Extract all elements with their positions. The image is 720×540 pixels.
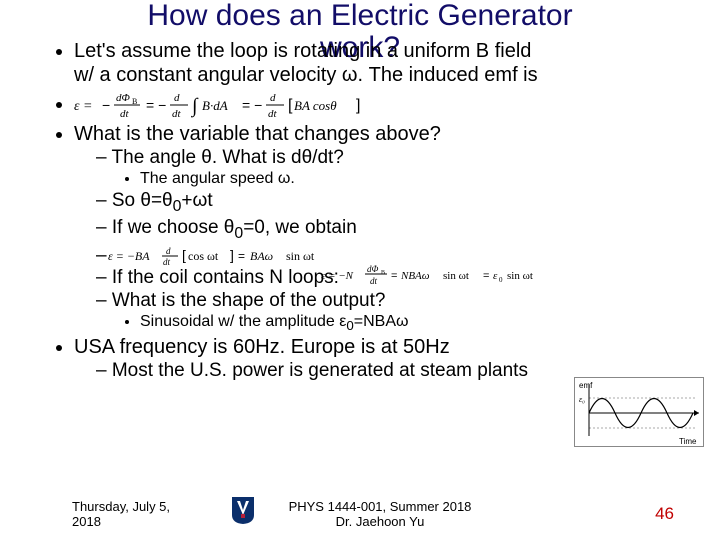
sub-shape-question: What is the shape of the output? Sinusoi…	[96, 289, 680, 335]
bullet-assume: Let's assume the loop is rotating in a u…	[74, 39, 680, 88]
bullet-variable-question: What is the variable that changes above?…	[74, 122, 680, 335]
footer-course: PHYS 1444-001, Summer 2018 Dr. Jaehoon Y…	[260, 500, 500, 530]
sine-xlabel: Time	[679, 437, 697, 446]
page-number: 46	[655, 504, 674, 524]
svg-text:ε: ε	[493, 270, 498, 282]
uta-logo-icon	[230, 495, 256, 528]
svg-text:]: ]	[356, 97, 360, 114]
svg-text:sin ωt: sin ωt	[507, 270, 533, 282]
svg-text:d: d	[166, 246, 171, 256]
svg-text:B: B	[381, 270, 385, 276]
svg-text:B·dA: B·dA	[202, 98, 228, 113]
svg-text:ε = −BA: ε = −BA	[108, 249, 150, 263]
svg-text:sin ωt: sin ωt	[286, 249, 315, 263]
svg-text:dt: dt	[172, 108, 182, 120]
svg-text:=: =	[238, 249, 245, 263]
svg-text:BA cosθ: BA cosθ	[294, 98, 337, 113]
sub-choose-theta0: If we choose θ0=0, we obtain	[96, 216, 680, 243]
svg-text:∫: ∫	[190, 95, 199, 118]
svg-text:dΦ: dΦ	[116, 92, 131, 104]
svg-text:= −: = −	[242, 97, 262, 113]
svg-text:dt: dt	[120, 108, 130, 120]
svg-text:]: ]	[230, 247, 234, 263]
slide-body: Let's assume the loop is rotating in a u…	[0, 39, 720, 382]
svg-text:0: 0	[499, 276, 503, 284]
subsub-sinusoidal: Sinusoidal w/ the amplitude ε0=NBAω	[140, 312, 680, 335]
sine-ylabel: emf	[579, 381, 593, 390]
svg-text:[: [	[288, 97, 293, 114]
svg-text:[: [	[182, 247, 186, 263]
svg-text:d: d	[174, 92, 180, 104]
svg-text:cos ωt: cos ωt	[188, 249, 219, 263]
svg-text:d: d	[270, 92, 276, 104]
svg-text:dΦ: dΦ	[367, 264, 379, 274]
bullet-eq1: ε = − dΦ B dt = − d dt ∫ B·dA = − d dt […	[74, 88, 680, 122]
sub-n-loops: If the coil contains N loops: ε = −N dΦ …	[96, 266, 680, 289]
sub-theta-eq: So θ=θ0+ωt	[96, 189, 680, 216]
svg-text:dt: dt	[370, 276, 378, 286]
equation-n-loops: ε = −N dΦ B dt = NBAω sin ωt = ε 0 sin ω…	[321, 262, 591, 288]
title-line-1: How does an Electric Generator	[147, 0, 572, 32]
svg-text:=: =	[483, 270, 489, 282]
sine-peak-label: ε₀	[579, 395, 585, 404]
svg-text:ε =: ε =	[74, 99, 92, 114]
emf-sine-diagram: emf ε₀ Time	[574, 377, 704, 447]
subsub-angular-speed: The angular speed ω.	[140, 169, 680, 189]
svg-text:BAω: BAω	[250, 249, 273, 263]
bullet-frequency: USA frequency is 60Hz. Europe is at 50Hz…	[74, 335, 680, 383]
svg-text:= −: = −	[146, 97, 166, 113]
svg-text:dt: dt	[268, 108, 278, 120]
svg-text:ε = −N: ε = −N	[321, 270, 354, 282]
svg-text:−: −	[102, 97, 110, 113]
equation-emf-derivation: ε = − dΦ B dt = − d dt ∫ B·dA = − d dt […	[74, 88, 414, 122]
svg-text:NBAω: NBAω	[400, 270, 430, 282]
footer-date: Thursday, July 5, 2018	[72, 500, 212, 530]
sub-angle-theta: The angle θ. What is dθ/dt? The angular …	[96, 146, 680, 189]
svg-text:sin ωt: sin ωt	[443, 270, 469, 282]
svg-text:=: =	[391, 270, 397, 282]
